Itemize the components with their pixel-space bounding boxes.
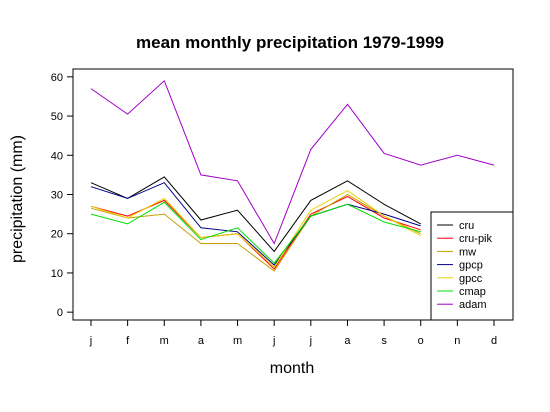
series-line-adam [90,79,495,245]
y-tick-label: 20 [51,229,63,241]
legend-label-mw: mw [459,246,476,258]
series-line-cmap [90,201,421,264]
x-tick-label: j [89,335,92,347]
legend-label-gpcp: gpcp [459,260,483,272]
x-tick-label: s [381,335,387,347]
y-tick-label: 60 [51,72,63,84]
chart-title: mean monthly precipitation 1979-1999 [136,33,444,52]
legend-label-cru: cru [459,220,474,232]
y-tick-label: 30 [51,190,63,202]
y-tick-label: 40 [51,150,63,162]
x-tick-label: m [160,335,169,347]
series-line-cru [90,176,421,253]
x-tick-label: n [454,335,460,347]
x-tick-label: f [126,335,130,347]
x-axis-label: month [270,360,314,377]
x-tick-label: j [272,335,275,347]
y-axis-label: precipitation (mm) [9,135,26,263]
series-line-gpcc [90,190,421,268]
legend-label-gpcc: gpcc [459,273,483,285]
x-tick-label: j [309,335,312,347]
x-tick-label: a [344,335,351,347]
legend-label-cru-pik: cru-pik [459,233,493,245]
x-tick-label: m [233,335,242,347]
series-lines [90,79,495,272]
legend-box [430,211,514,321]
legend-label-cmap: cmap [459,286,486,298]
x-tick-label: o [418,335,424,347]
y-axis: 0 10 20 30 40 50 60 [51,72,73,319]
y-tick-label: 10 [51,268,63,280]
legend-label-adam: adam [459,299,487,311]
series-line-gpcp [90,182,421,266]
series-line-mw [90,193,421,272]
x-tick-label: d [491,335,497,347]
y-tick-label: 0 [57,307,63,319]
x-tick-label: a [198,335,205,347]
y-tick-label: 50 [51,111,63,123]
